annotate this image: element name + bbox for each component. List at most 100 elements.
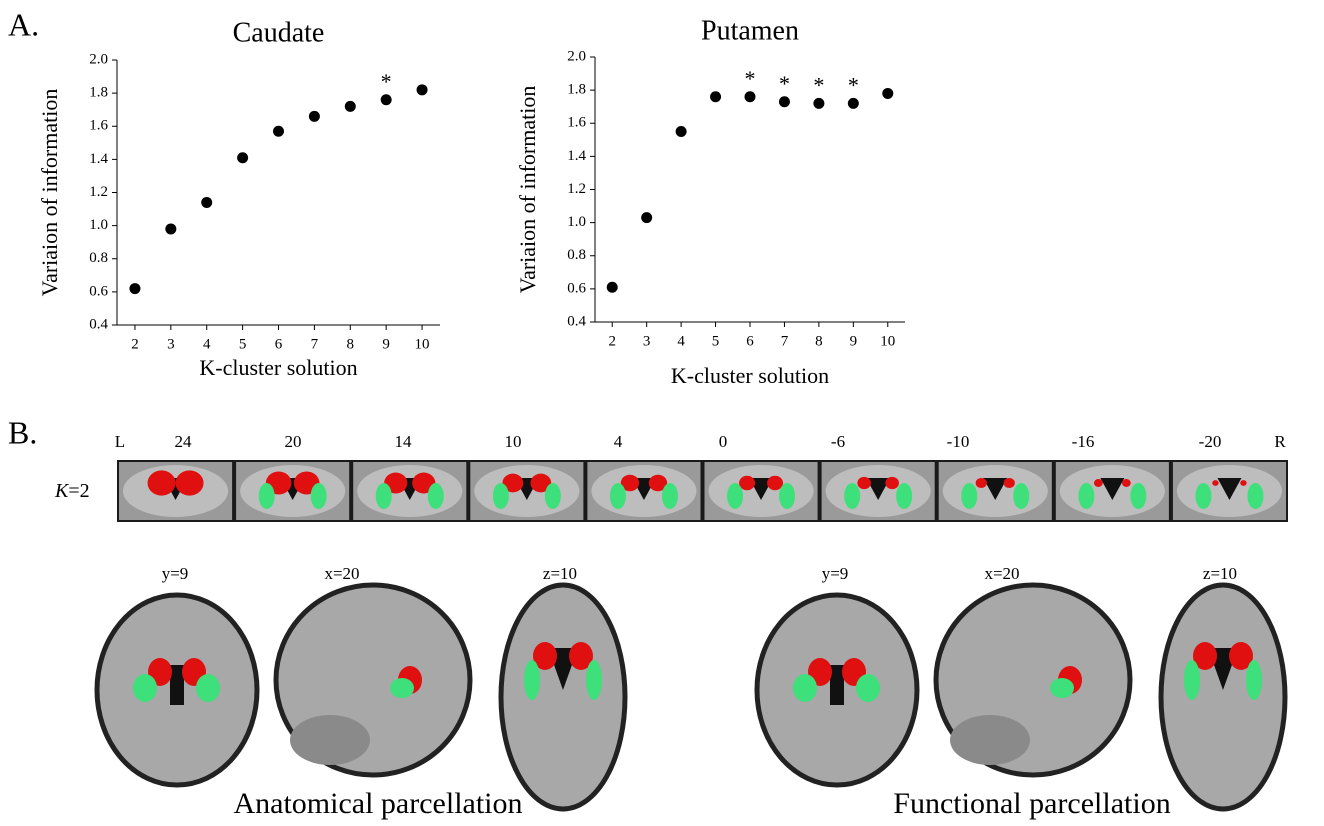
panel-label: A. xyxy=(8,6,39,42)
green-region xyxy=(793,674,817,702)
red-region xyxy=(857,477,871,489)
x-axis-label: K-cluster solution xyxy=(199,355,357,380)
green-region xyxy=(844,483,860,509)
annotation: * xyxy=(813,72,824,97)
point xyxy=(882,88,893,99)
x-tick-label: 7 xyxy=(781,333,789,349)
green-region xyxy=(133,674,157,702)
y-tick-label: 1.2 xyxy=(89,184,108,200)
side-label: L xyxy=(115,432,125,451)
green-region xyxy=(524,660,540,700)
annotation: * xyxy=(779,71,790,96)
point xyxy=(607,282,618,293)
point xyxy=(237,152,248,163)
x-axis-label: K-cluster solution xyxy=(671,363,829,388)
red-region xyxy=(148,470,176,495)
caption: Anatomical parcellation xyxy=(233,787,522,820)
y-axis-label: Variaion of information xyxy=(37,89,62,297)
y-tick-label: 1.8 xyxy=(567,82,586,98)
view-label: x=20 xyxy=(324,564,359,583)
green-region xyxy=(856,674,880,702)
caption: Functional parcellation xyxy=(893,787,1170,820)
red-region xyxy=(176,470,204,495)
y-tick-label: 2.0 xyxy=(567,48,586,64)
y-tick-label: 0.4 xyxy=(567,313,586,329)
x-tick-label: 7 xyxy=(311,336,319,352)
slice-label: -16 xyxy=(1072,432,1095,451)
point xyxy=(745,91,756,102)
red-region xyxy=(1122,479,1131,487)
slice-label: 24 xyxy=(175,432,193,451)
green-region xyxy=(610,483,626,509)
green-region xyxy=(311,483,327,509)
point xyxy=(129,283,140,294)
slice-label: -6 xyxy=(831,432,845,451)
view-label: z=10 xyxy=(1203,564,1237,583)
green-region xyxy=(196,674,220,702)
green-region xyxy=(1050,678,1074,698)
slice-label: -20 xyxy=(1199,432,1222,451)
slice-strip xyxy=(117,460,1288,522)
k-rest: =2 xyxy=(68,480,89,502)
green-region xyxy=(1013,483,1029,509)
slice-label: 14 xyxy=(395,432,413,451)
x-tick-label: 10 xyxy=(415,336,430,352)
red-region xyxy=(739,476,755,490)
ventricle xyxy=(830,665,844,705)
green-region xyxy=(259,483,275,509)
view-label: x=20 xyxy=(984,564,1019,583)
green-region xyxy=(896,483,912,509)
slice-label: -10 xyxy=(947,432,970,451)
y-tick-label: 1.8 xyxy=(89,85,108,101)
x-tick-label: 3 xyxy=(167,336,175,352)
point xyxy=(848,98,859,109)
y-tick-label: 2.0 xyxy=(89,51,108,67)
green-region xyxy=(662,483,678,509)
view-label: y=9 xyxy=(162,564,189,583)
cerebellum xyxy=(290,715,370,765)
green-region xyxy=(376,483,392,509)
y-tick-label: 1.6 xyxy=(89,118,108,134)
x-tick-label: 5 xyxy=(712,333,720,349)
x-tick-label: 8 xyxy=(815,333,823,349)
green-region xyxy=(586,660,602,700)
view-label: y=9 xyxy=(822,564,849,583)
green-region xyxy=(961,483,977,509)
green-region xyxy=(1247,483,1263,509)
brain-views xyxy=(97,585,1285,809)
y-tick-label: 1.4 xyxy=(89,151,108,167)
chart-title: Caudate xyxy=(233,17,325,48)
brain-image xyxy=(1161,585,1285,809)
y-tick-label: 0.8 xyxy=(567,247,586,263)
y-tick-label: 1.6 xyxy=(567,115,586,131)
slice-label: 10 xyxy=(505,432,522,451)
view-label: z=10 xyxy=(543,564,577,583)
y-tick-label: 1.2 xyxy=(567,181,586,197)
y-tick-label: 0.4 xyxy=(89,316,108,332)
green-region xyxy=(727,483,743,509)
point xyxy=(273,126,284,137)
x-tick-label: 6 xyxy=(746,333,754,349)
green-region xyxy=(1130,483,1146,509)
x-tick-label: 4 xyxy=(203,336,211,352)
y-tick-label: 0.8 xyxy=(89,250,108,266)
panel-label: B. xyxy=(8,414,37,450)
red-region xyxy=(1240,480,1246,486)
y-axis-label: Variaion of information xyxy=(515,86,540,294)
green-region xyxy=(390,678,414,698)
red-region xyxy=(1212,480,1218,486)
red-region xyxy=(976,478,987,488)
slice-label: 4 xyxy=(614,432,623,451)
cerebellum xyxy=(950,715,1030,765)
point xyxy=(676,126,687,137)
figure: A. B. K=2 L R Anatomical parcellation Fu… xyxy=(0,0,1324,826)
chart-title: Putamen xyxy=(701,15,799,46)
x-tick-label: 2 xyxy=(608,333,616,349)
green-region xyxy=(1184,660,1200,700)
point xyxy=(813,98,824,109)
x-tick-label: 3 xyxy=(643,333,651,349)
point xyxy=(779,96,790,107)
green-region xyxy=(1078,483,1094,509)
x-tick-label: 10 xyxy=(880,333,895,349)
point xyxy=(201,197,212,208)
